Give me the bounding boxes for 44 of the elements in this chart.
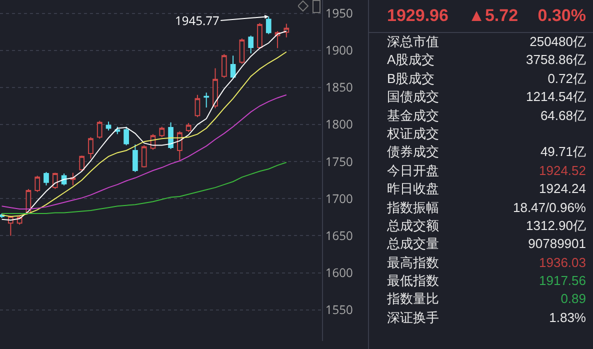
y-tick-label: 1600 xyxy=(325,264,353,281)
category-label: B股成交 xyxy=(387,70,435,88)
y-tick-label: 1850 xyxy=(325,78,353,96)
text: 0.30% xyxy=(538,6,586,26)
text: 1936.03 xyxy=(539,254,586,270)
category-label: 深总市值 xyxy=(387,33,439,51)
text: 1214.54亿 xyxy=(526,89,586,104)
y-tick-label: 1650 xyxy=(325,226,353,244)
y-tick-label: 1900 xyxy=(325,42,353,59)
category-label: A股成交 xyxy=(387,51,435,70)
category-label: 总成交额 xyxy=(387,216,439,235)
text: 90789901 xyxy=(528,236,586,252)
category-label: 权证成交 xyxy=(387,124,439,143)
text: 1.83% xyxy=(549,310,586,325)
text: ▲5.72 xyxy=(468,6,518,26)
category-label: 国债成交 xyxy=(387,88,439,106)
annotation: 1945.77 xyxy=(175,12,220,29)
text: 49.71亿 xyxy=(540,144,586,160)
y-tick-label: 1700 xyxy=(325,190,353,207)
y-tick-label: 1950 xyxy=(325,4,353,22)
y-tick-label: 1750 xyxy=(325,152,353,170)
y-tick-label: 1550 xyxy=(325,301,353,318)
category-label: 指数振幅 xyxy=(387,198,439,217)
category-label: 债券成交 xyxy=(387,143,439,162)
category-label: 昨日收盘 xyxy=(387,180,439,198)
y-tick-label: 1800 xyxy=(325,116,353,133)
text: 0.89 xyxy=(560,291,586,306)
category-label: 深证换手 xyxy=(387,308,439,327)
text: 1924.52 xyxy=(539,162,586,178)
category-label: 指数量比 xyxy=(387,290,439,308)
category-label: 基金成交 xyxy=(387,106,439,125)
text: 64.68亿 xyxy=(540,108,586,123)
text: 250480亿 xyxy=(530,34,586,49)
category-label: 最低指数 xyxy=(387,272,439,290)
text: 3758.86亿 xyxy=(526,52,586,68)
category-label: 今日开盘 xyxy=(387,162,439,180)
text: 0.72亿 xyxy=(548,70,586,86)
text: 1924.24 xyxy=(539,181,586,196)
text: 1917.56 xyxy=(539,273,586,288)
text: 1929.96 xyxy=(387,6,448,26)
text: 18.47/0.96% xyxy=(512,200,586,215)
category-label: 总成交量 xyxy=(387,235,439,254)
category-label: 最高指数 xyxy=(387,254,439,272)
text: 1312.90亿 xyxy=(526,218,586,233)
